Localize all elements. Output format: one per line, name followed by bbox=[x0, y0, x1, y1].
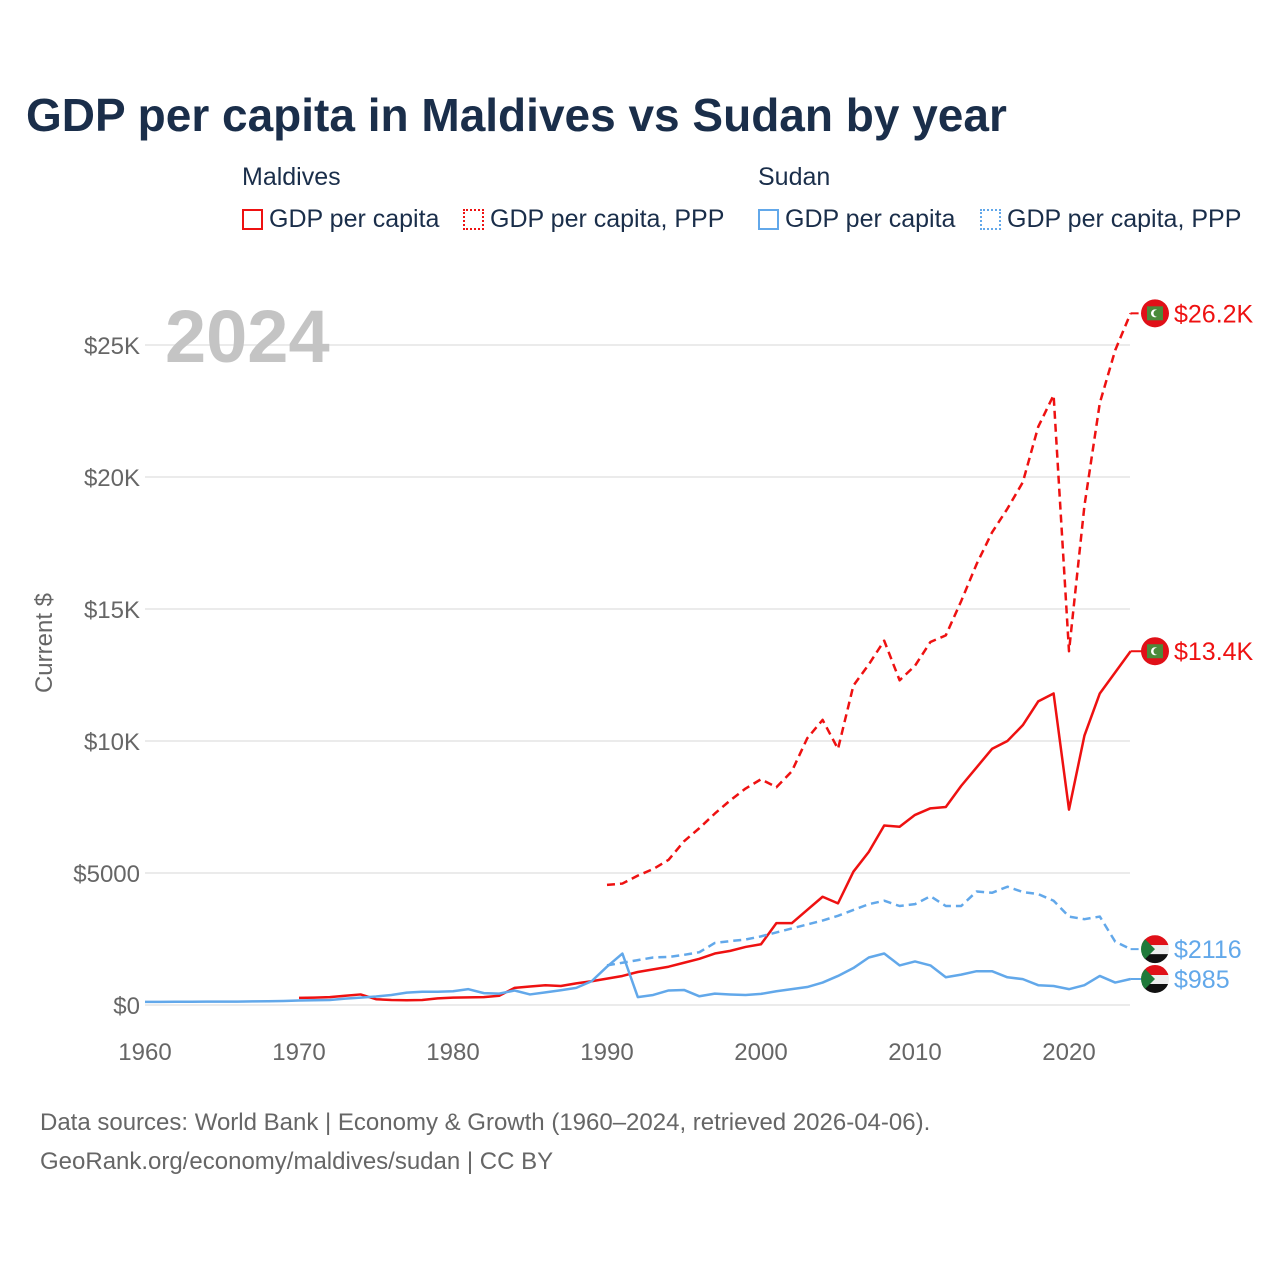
flag-sudan-icon bbox=[1141, 964, 1169, 993]
footer-link[interactable]: GeoRank.org/economy/maldives/sudan | CC … bbox=[40, 1148, 554, 1175]
legend-group-maldives: Maldives bbox=[242, 163, 341, 191]
series-line bbox=[606, 312, 1132, 887]
x-tick-label: 1960 bbox=[118, 1039, 171, 1066]
legend-group-sudan: Sudan bbox=[758, 163, 831, 191]
legend-label: GDP per capita, PPP bbox=[490, 205, 725, 233]
y-tick-label: $25K bbox=[84, 333, 140, 360]
y-tick-label: $20K bbox=[84, 465, 140, 492]
legend-sudan-gdp[interactable]: GDP per capita bbox=[758, 205, 955, 234]
year-label: 2024 bbox=[165, 295, 330, 378]
series-line bbox=[145, 952, 1131, 1004]
end-value-label: $26.2K bbox=[1174, 300, 1254, 328]
flag-maldives-icon bbox=[1141, 299, 1169, 328]
flag-sudan-icon bbox=[1141, 935, 1169, 964]
x-tick-label: 2000 bbox=[734, 1039, 787, 1066]
end-value-label: $2116 bbox=[1174, 936, 1242, 964]
end-value-label: $13.4K bbox=[1174, 638, 1254, 666]
footer-sources: Data sources: World Bank | Economy & Gro… bbox=[40, 1109, 931, 1136]
legend-maldives-gdp[interactable]: GDP per capita bbox=[242, 205, 439, 234]
series-line bbox=[298, 650, 1132, 1002]
y-tick-label: $15K bbox=[84, 597, 140, 624]
legend-label: GDP per capita, PPP bbox=[1007, 205, 1242, 233]
x-tick-label: 2020 bbox=[1042, 1039, 1095, 1066]
y-tick-label: $10K bbox=[84, 729, 140, 756]
legend-label: GDP per capita bbox=[785, 205, 956, 233]
x-tick-label: 2010 bbox=[888, 1039, 941, 1066]
x-tick-label: 1970 bbox=[272, 1039, 325, 1066]
x-tick-label: 1990 bbox=[580, 1039, 633, 1066]
legend-label: GDP per capita bbox=[269, 205, 440, 233]
flag-maldives-icon bbox=[1141, 637, 1169, 666]
y-axis-label: Current $ bbox=[31, 593, 58, 693]
x-tick-label: 1980 bbox=[426, 1039, 479, 1066]
y-tick-label: $0 bbox=[113, 993, 140, 1020]
legend-maldives-ppp[interactable]: GDP per capita, PPP bbox=[463, 205, 724, 234]
legend-sudan-ppp[interactable]: GDP per capita, PPP bbox=[980, 205, 1241, 234]
chart-title: GDP per capita in Maldives vs Sudan by y… bbox=[26, 89, 1007, 141]
end-value-label: $985 bbox=[1174, 966, 1230, 994]
series-line bbox=[606, 885, 1132, 967]
y-tick-label: $5000 bbox=[73, 861, 140, 888]
